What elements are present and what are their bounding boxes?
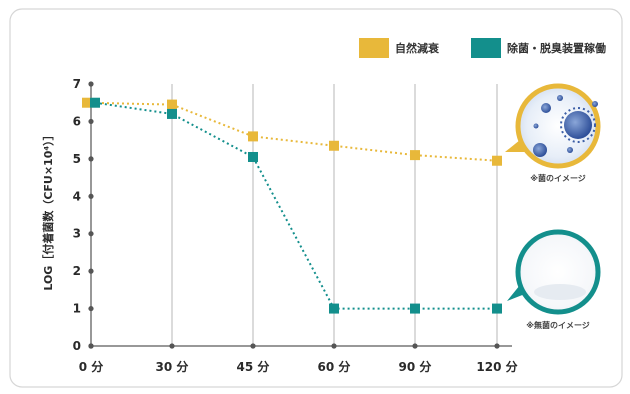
- bacteria-image-caption: ※菌のイメージ: [530, 173, 586, 183]
- y-tick-label-7: 7: [73, 77, 81, 91]
- x-axis: 0 分 30 分 45 分 60 分 90 分 120 分: [79, 343, 518, 374]
- series-0-point-1: [167, 99, 177, 110]
- x-tick-label-1: 30 分: [156, 359, 189, 374]
- legend-label-1: 除菌・脱臭装置稼働: [507, 41, 606, 55]
- y-axis: 0 1 2 3 4 5 6 7: [73, 77, 94, 353]
- series-line-1: [94, 101, 497, 310]
- x-tick-dot-3: [331, 343, 337, 349]
- x-tick-dot-4: [412, 343, 418, 349]
- series-line-0: [86, 101, 498, 162]
- series-1-point-1: [167, 108, 177, 119]
- y-tick-label-1: 1: [73, 302, 81, 316]
- sterile-image-ring: [515, 229, 601, 315]
- x-tick-label-4: 90 分: [399, 359, 432, 374]
- y-tick-label-2: 2: [73, 264, 81, 278]
- legend-label-0: 自然減衰: [395, 41, 440, 55]
- x-tick-dot-1: [169, 343, 175, 349]
- series-1-point-4: [410, 303, 420, 314]
- grid-lines: [171, 84, 498, 346]
- y-tick-dot-1: [88, 305, 94, 312]
- series-1-point-0: [90, 97, 100, 108]
- bacteria-icon: [533, 95, 598, 157]
- sterile-icon: [534, 284, 586, 300]
- series-0-point-3: [329, 140, 339, 151]
- x-tick-label-3: 60 分: [318, 359, 351, 374]
- legend: 自然減衰 除菌・脱臭装置稼働: [359, 38, 606, 58]
- y-tick-dot-3: [88, 231, 94, 237]
- legend-swatch-1: [471, 38, 501, 58]
- x-tick-label-0: 0 分: [79, 359, 104, 374]
- x-tick-dot-5: [494, 343, 500, 349]
- y-tick-label-0: 0: [73, 339, 81, 353]
- y-tick-dot-4: [88, 193, 94, 199]
- series-0-point-0: [82, 97, 92, 108]
- series-0-point-2: [248, 131, 258, 142]
- y-tick-label-6: 6: [73, 114, 81, 128]
- x-tick-label-2: 45 分: [237, 359, 270, 374]
- series-0-point-4: [410, 150, 420, 161]
- y-tick-dot-6: [88, 118, 94, 125]
- series-1-point-5: [492, 303, 502, 314]
- y-tick-label-4: 4: [73, 189, 81, 203]
- y-tick-dot-5: [88, 156, 94, 162]
- bacteria-image-annotation: ※菌のイメージ: [505, 83, 601, 183]
- x-tick-dot-2: [250, 343, 256, 349]
- series-group: [82, 97, 502, 314]
- series-1-point-2: [248, 151, 258, 162]
- y-tick-label-5: 5: [73, 152, 81, 166]
- y-tick-dot-7: [88, 81, 94, 87]
- x-tick-label-5: 120 分: [476, 359, 517, 374]
- x-tick-dot-0: [88, 343, 94, 349]
- sterile-image-annotation: ※無菌のイメージ: [507, 229, 601, 330]
- y-tick-dot-2: [88, 268, 94, 274]
- series-1-point-3: [329, 303, 339, 314]
- series-0-point-5: [492, 155, 502, 166]
- sterile-image-caption: ※無菌のイメージ: [526, 320, 590, 330]
- legend-swatch-0: [359, 38, 389, 58]
- y-axis-title: LOG［付着菌数（CFU×10⁴）］: [41, 129, 55, 290]
- y-tick-label-3: 3: [73, 227, 81, 241]
